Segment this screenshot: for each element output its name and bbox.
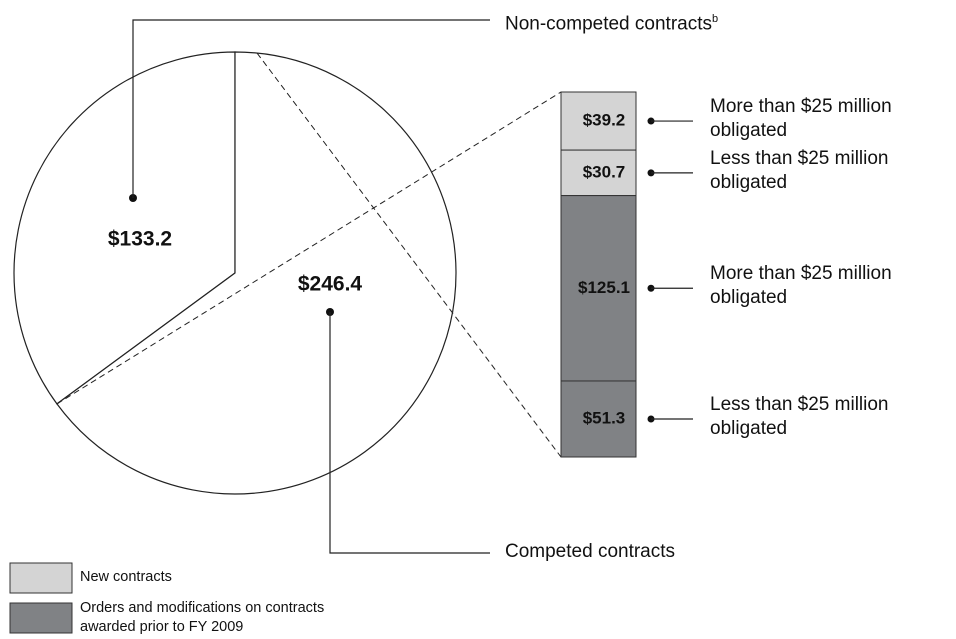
segment-name-text: Less than $25 million obligated [710, 147, 889, 193]
segment-value-label: $125.1 [578, 278, 630, 297]
legend-swatch [9, 562, 73, 594]
segment-value-label: $30.7 [583, 162, 626, 181]
segment-name: More than $25 million obligated [710, 262, 950, 310]
segment-name: Less than $25 million obligated [710, 147, 950, 195]
segment-name: More than $25 million obligated [710, 95, 950, 143]
category-text: Non-competed contracts [505, 13, 712, 35]
bar-segment [560, 149, 637, 197]
legend-text: Orders and modifications on contracts aw… [80, 600, 325, 635]
segment-name: Less than $25 million obligated [710, 393, 950, 441]
segment-value-label: $51.3 [583, 408, 626, 427]
connector [256, 52, 562, 458]
segment-name-text: More than $25 million obligated [710, 263, 892, 309]
legend-swatch [9, 602, 73, 634]
legend-text: New contracts [80, 569, 172, 585]
leader-line [329, 312, 490, 554]
slice-category-label: Competed contracts [505, 540, 675, 564]
segment-name-text: Less than $25 million obligated [710, 393, 889, 439]
leader-line [132, 19, 490, 198]
slice-value-label: $246.4 [298, 273, 363, 296]
superscript: b [712, 13, 719, 25]
legend-label: New contracts [80, 568, 380, 587]
slice-value-label: $133.2 [108, 228, 172, 251]
connector [56, 91, 562, 405]
segment-name-text: More than $25 million obligated [710, 96, 892, 142]
bar-segment [560, 195, 637, 382]
slice-category-label: Non-competed contractsb [505, 7, 718, 36]
pie-slice [13, 51, 236, 405]
category-text: Competed contracts [505, 541, 676, 562]
legend-label: Orders and modifications on contracts aw… [80, 599, 380, 637]
segment-value-label: $39.2 [583, 111, 626, 130]
bar-segment [560, 91, 637, 151]
bar-segment [560, 380, 637, 458]
pie-slice [56, 51, 457, 495]
